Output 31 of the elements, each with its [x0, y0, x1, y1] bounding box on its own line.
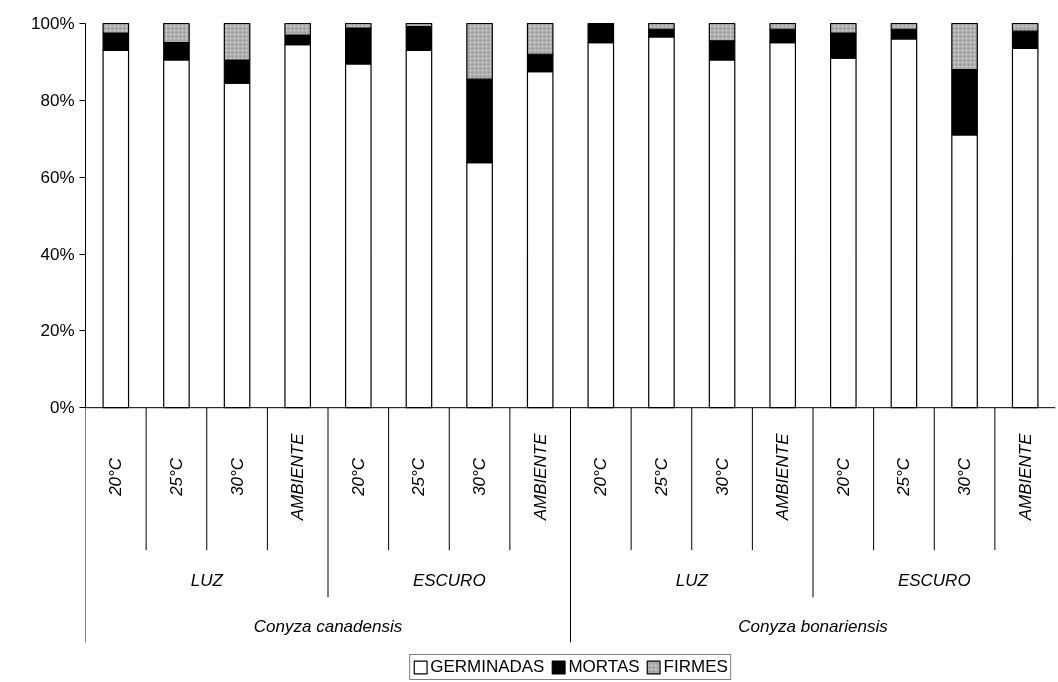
legend-label: FIRMES	[663, 657, 728, 677]
x-tick-label: 30°C	[227, 457, 247, 496]
text: LUZ	[675, 570, 709, 590]
x-tick-label: 30°C	[470, 457, 490, 496]
y-tick-label: 40%	[40, 244, 75, 264]
legend-label: GERMINADAS	[430, 657, 545, 677]
x-tick-label: AMBIENTE	[530, 432, 550, 522]
x-tick-label: AMBIENTE	[288, 432, 308, 522]
y-tick-label: 80%	[40, 90, 75, 110]
text: Conyza bonariensis	[738, 616, 889, 636]
x-tick-label: AMBIENTE	[1015, 432, 1035, 522]
x-tick-label: 30°C	[712, 457, 732, 496]
legend-label: MORTAS	[568, 657, 640, 677]
y-tick-label: 20%	[40, 321, 75, 341]
text: ESCURO	[412, 570, 486, 590]
y-tick-label: 60%	[40, 167, 75, 187]
x-tick-label: 25°C	[166, 457, 186, 497]
text: LUZ	[190, 570, 224, 590]
x-tick-label: 25°C	[651, 457, 671, 497]
x-tick-label: 25°C	[894, 457, 914, 497]
y-tick-label: 100%	[31, 14, 75, 34]
text: ESCURO	[897, 570, 971, 590]
y-tick-label: 0%	[49, 398, 75, 418]
x-tick-label: AMBIENTE	[773, 432, 793, 522]
x-tick-label: 25°C	[409, 457, 429, 497]
x-tick-label: 30°C	[955, 457, 975, 496]
x-tick-label: 20°C	[106, 457, 126, 497]
x-tick-label: 20°C	[591, 457, 611, 497]
x-tick-label: 20°C	[348, 457, 368, 497]
x-tick-label: 20°C	[833, 457, 853, 497]
text: Conyza canadensis	[253, 616, 403, 636]
